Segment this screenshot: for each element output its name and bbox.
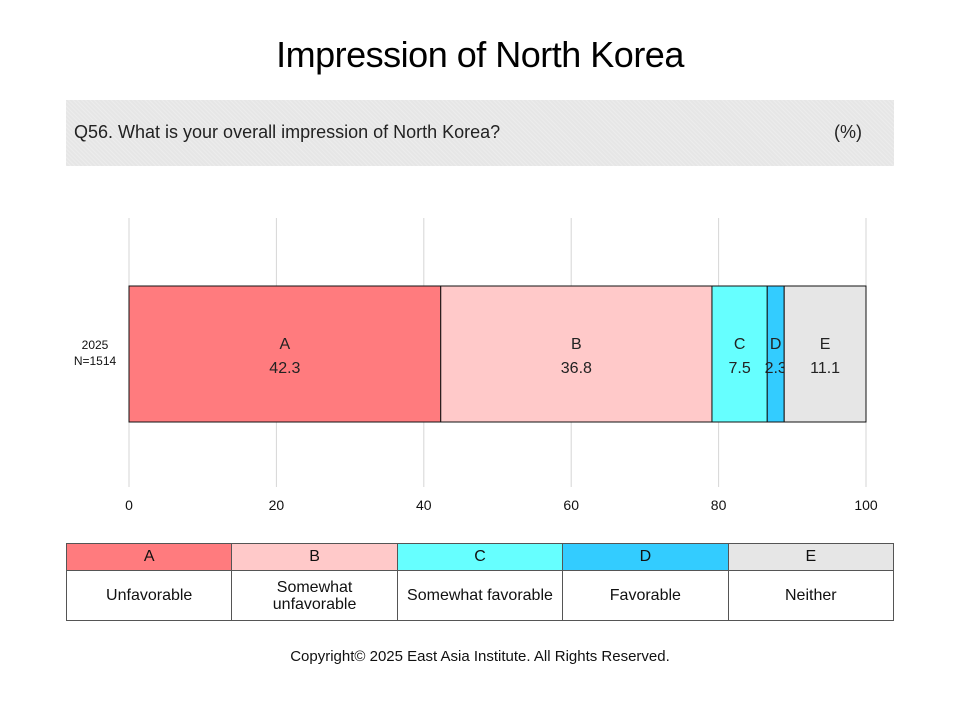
segment-key-label: D xyxy=(770,336,782,353)
segment-key-label: E xyxy=(820,336,831,353)
x-tick-label: 100 xyxy=(854,497,878,513)
segment-key-label: C xyxy=(734,336,746,353)
segment-key-label: B xyxy=(571,336,582,353)
data-label: 7.5 xyxy=(728,360,750,377)
question-box: Q56. What is your overall impression of … xyxy=(66,100,894,166)
row-label: 2025 N=1514 xyxy=(60,337,130,369)
x-tick-label: 40 xyxy=(416,497,432,513)
unit-label: (%) xyxy=(834,122,862,142)
stacked-bar-chart: A 42.3 B 36.8 C 7.5 D 2.3 E 11.1 0 20 40 60 80 100 xyxy=(125,218,878,513)
bar-segment-b xyxy=(440,285,713,423)
bar-segment-c xyxy=(711,285,768,423)
row-year: 2025 xyxy=(81,338,109,352)
legend-label-d: Favorable xyxy=(562,570,729,621)
chart-title: Impression of North Korea xyxy=(276,34,684,75)
legend-label-a: Unfavorable xyxy=(65,570,233,621)
row-n: N=1514 xyxy=(73,354,117,368)
question-text: Q56. What is your overall impression of … xyxy=(74,122,501,142)
bar-segment-d xyxy=(766,285,785,423)
x-tick-label: 60 xyxy=(563,497,579,513)
legend-label-c: Somewhat favorable xyxy=(396,570,564,621)
data-label: 42.3 xyxy=(269,360,300,377)
bar-segment-a xyxy=(128,285,442,423)
data-label: 11.1 xyxy=(810,360,840,377)
legend-key-a: A xyxy=(65,543,233,571)
legend-key-e: E xyxy=(727,543,895,571)
x-tick-label: 80 xyxy=(711,497,727,513)
legend-label-b: Somewhat unfavorable xyxy=(231,570,398,621)
legend-key-b: B xyxy=(231,543,398,571)
legend-label-e: Neither xyxy=(727,570,895,621)
copyright: Copyright© 2025 East Asia Institute. All… xyxy=(290,648,670,665)
legend-key-c: C xyxy=(396,543,564,571)
segment-key-label: A xyxy=(280,336,291,353)
x-tick-label: 20 xyxy=(269,497,285,513)
x-tick-label: 0 xyxy=(125,497,133,513)
data-label: 36.8 xyxy=(561,360,592,377)
legend-key-d: D xyxy=(562,543,729,571)
data-label: 2.3 xyxy=(765,360,787,377)
bar-segment-e xyxy=(783,285,867,423)
